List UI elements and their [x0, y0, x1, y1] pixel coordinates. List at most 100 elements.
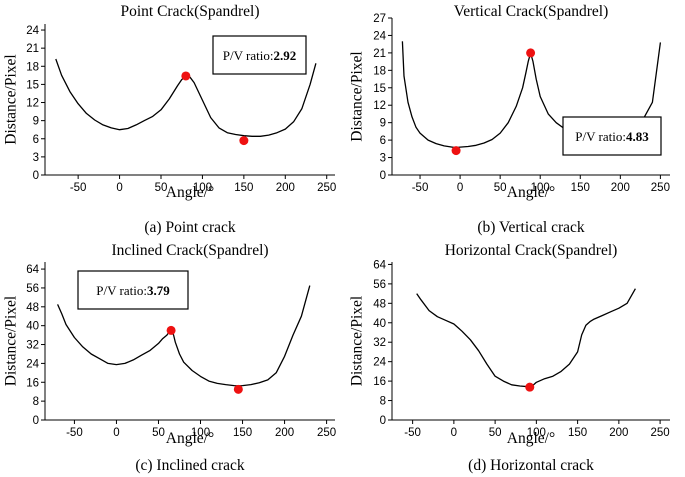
y-tick-label: 8 [33, 396, 39, 408]
pv-ratio-label: P/V ratio: [96, 283, 147, 298]
x-tick-label: 250 [317, 182, 336, 194]
x-tick-label: -50 [66, 427, 83, 439]
y-tick-label: 12 [373, 100, 386, 112]
extremum-point [526, 48, 536, 58]
chart-panel-0: -50 0 50 100 150 200 250 0 3 6 9 12 15 18 21 24 Point Cr… [3, 3, 337, 236]
x-tick-label: 0 [113, 427, 119, 439]
x-tick-label: 150 [234, 182, 253, 194]
panel-caption: (a) Point crack [144, 219, 235, 236]
y-axis-label: Distance/Pixel [3, 296, 20, 386]
x-tick-label: 200 [611, 182, 630, 194]
x-axis-label: Angle/° [166, 430, 214, 447]
x-tick-label: 200 [276, 182, 295, 194]
x-tick-label: 150 [568, 427, 587, 439]
y-tick-label: 24 [373, 30, 386, 42]
panel-caption: (d) Horizontal crack [468, 457, 594, 474]
series-line [416, 288, 636, 388]
x-tick-label: 0 [116, 182, 122, 194]
x-tick-label: 250 [651, 427, 670, 439]
y-tick-label: 40 [26, 321, 39, 333]
x-tick-label: 100 [191, 427, 210, 439]
y-tick-label: 0 [33, 170, 39, 182]
y-tick-label: 6 [33, 134, 39, 146]
y-tick-label: 40 [373, 318, 386, 330]
chart-title: Vertical Crack(Spandrel) [454, 3, 609, 20]
x-tick-label: 0 [451, 427, 457, 439]
chart-panel-1: -50 0 50 100 150 200 250 0 3 6 9 12 15 18 21 24 27 Vertic… [349, 3, 670, 236]
y-tick-label: 21 [26, 43, 39, 55]
x-tick-label: 50 [489, 427, 502, 439]
y-tick-label: 0 [380, 170, 386, 182]
pv-ratio-label: P/V ratio: [575, 129, 626, 144]
x-tick-label: 100 [527, 427, 546, 439]
y-tick-label: 12 [26, 98, 39, 110]
y-tick-label: 24 [26, 25, 39, 37]
pv-ratio-value: 2.92 [273, 48, 296, 63]
y-tick-label: 48 [373, 298, 386, 310]
extremum-point [181, 71, 191, 81]
pv-ratio-value: 4.83 [626, 129, 649, 144]
y-axis-label: Distance/Pixel [349, 51, 366, 141]
x-tick-label: -50 [412, 182, 429, 194]
panel-caption: (b) Vertical crack [477, 219, 585, 236]
x-axis-label: Angle/° [507, 184, 555, 201]
y-tick-label: 3 [33, 152, 39, 164]
y-tick-label: 56 [373, 279, 386, 291]
y-tick-label: 18 [373, 65, 386, 77]
x-tick-label: 250 [651, 182, 670, 194]
y-tick-label: 15 [373, 83, 386, 95]
x-tick-label: 50 [155, 182, 168, 194]
y-tick-label: 27 [373, 13, 386, 25]
y-tick-label: 56 [26, 283, 39, 295]
y-tick-label: 64 [26, 264, 39, 276]
y-tick-label: 24 [373, 357, 386, 369]
x-tick-label: -50 [70, 182, 87, 194]
extremum-point [451, 146, 461, 156]
y-tick-label: 3 [380, 153, 386, 165]
pv-ratio-box [562, 116, 662, 156]
series-line [57, 285, 311, 387]
y-tick-label: 32 [26, 340, 39, 352]
y-tick-label: 48 [26, 302, 39, 314]
y-tick-label: 15 [26, 79, 39, 91]
y-tick-label: 16 [373, 376, 386, 388]
x-tick-label: 50 [152, 427, 165, 439]
x-tick-label: -50 [404, 427, 421, 439]
y-tick-label: 8 [380, 396, 386, 408]
chart-title: Horizontal Crack(Spandrel) [445, 242, 618, 259]
x-axis-label: Angle/° [507, 430, 555, 447]
pv-ratio-value: 3.79 [147, 283, 170, 298]
y-tick-label: 32 [373, 337, 386, 349]
x-tick-label: 0 [457, 182, 463, 194]
y-tick-label: 0 [33, 415, 39, 427]
chart-title: Inclined Crack(Spandrel) [111, 242, 268, 259]
x-tick-label: 200 [275, 427, 294, 439]
x-tick-label: 100 [193, 182, 212, 194]
x-tick-label: 150 [233, 427, 252, 439]
x-tick-label: 250 [317, 427, 336, 439]
chart-panel-2: -50 0 50 100 150 200 250 0 8 16 24 32 40 48 56 64 Inclin… [3, 242, 337, 474]
x-tick-label: 100 [531, 182, 550, 194]
extremum-point [233, 384, 243, 394]
x-tick-label: 150 [571, 182, 590, 194]
y-tick-label: 0 [380, 415, 386, 427]
extremum-point [166, 325, 176, 335]
pv-ratio-text: P/V ratio:2.92 [223, 48, 296, 63]
chart-title: Point Crack(Spandrel) [120, 3, 259, 20]
y-tick-label: 9 [33, 116, 39, 128]
chart-panel-3: -50 0 50 100 150 200 250 0 8 16 24 32 40 48 56 64 Horizo… [349, 242, 670, 474]
x-tick-label: 50 [494, 182, 507, 194]
y-tick-label: 64 [373, 259, 386, 271]
pv-ratio-box [212, 35, 307, 75]
y-tick-label: 16 [26, 377, 39, 389]
y-axis-label: Distance/Pixel [349, 296, 366, 386]
pv-ratio-box [77, 270, 189, 310]
panel-caption: (c) Inclined crack [135, 457, 245, 474]
extremum-point [239, 136, 249, 146]
pv-ratio-label: P/V ratio: [223, 48, 274, 63]
y-tick-label: 18 [26, 61, 39, 73]
y-tick-label: 24 [26, 358, 39, 370]
extremum-point [525, 382, 535, 392]
pv-ratio-text: P/V ratio:3.79 [96, 283, 170, 298]
x-axis-label: Angle/° [166, 184, 214, 201]
